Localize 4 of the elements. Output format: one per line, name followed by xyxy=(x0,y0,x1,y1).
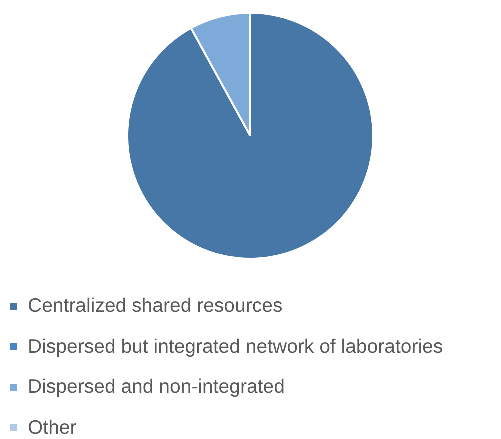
legend-label: Other xyxy=(28,416,77,439)
legend-label: Dispersed but integrated network of laboratories xyxy=(28,336,444,358)
legend-label: Dispersed and non-integrated xyxy=(28,376,285,398)
legend-label: Centralized shared resources xyxy=(28,295,283,317)
